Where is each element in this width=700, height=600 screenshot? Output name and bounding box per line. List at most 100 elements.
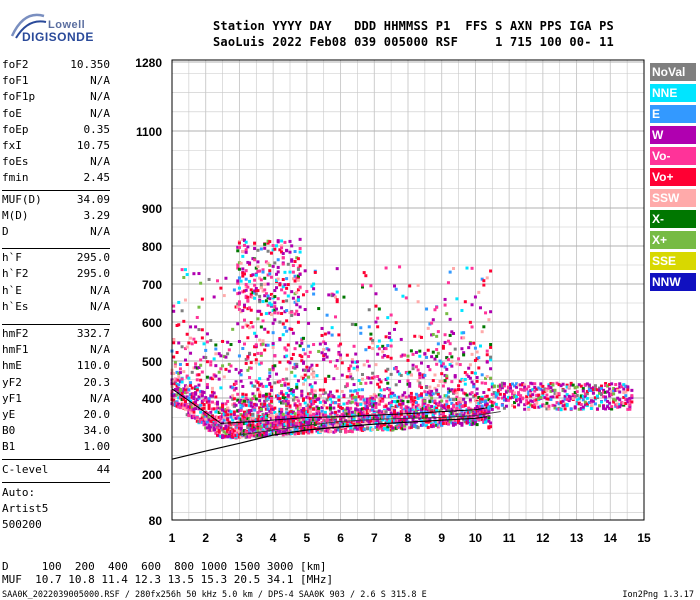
echo-point xyxy=(489,421,493,425)
echo-point xyxy=(350,410,354,414)
echo-point xyxy=(266,261,270,265)
echo-point xyxy=(362,413,366,417)
echo-point xyxy=(496,388,500,392)
echo-point xyxy=(283,396,287,400)
echo-point xyxy=(549,389,553,393)
echo-point xyxy=(266,414,270,418)
echo-point xyxy=(345,401,349,405)
echo-point xyxy=(210,407,214,411)
echo-point xyxy=(452,403,456,407)
echo-point xyxy=(445,422,449,426)
echo-point xyxy=(413,399,417,403)
echo-point xyxy=(194,365,198,369)
echo-point xyxy=(327,348,331,352)
echo-point xyxy=(237,241,241,245)
echo-point xyxy=(259,425,263,429)
echo-point xyxy=(221,406,225,410)
echo-point xyxy=(529,403,533,407)
echo-point xyxy=(433,405,437,409)
echo-point xyxy=(332,430,336,434)
echo-point xyxy=(280,411,284,415)
echo-point xyxy=(553,406,557,410)
echo-point xyxy=(310,400,314,404)
echo-point xyxy=(307,354,311,358)
echo-point xyxy=(475,379,479,383)
echo-point xyxy=(178,394,182,398)
echo-point xyxy=(535,398,539,402)
echo-point xyxy=(334,424,338,428)
echo-point xyxy=(173,393,177,397)
echo-point xyxy=(401,353,405,357)
echo-point xyxy=(425,405,429,409)
param-row: hmE 110.0 xyxy=(2,359,110,375)
echo-point xyxy=(458,403,462,407)
param-label: D xyxy=(2,225,9,238)
echo-point xyxy=(602,406,606,410)
echo-point xyxy=(251,418,255,422)
echo-point xyxy=(325,347,329,351)
echo-point xyxy=(425,420,429,424)
echo-point xyxy=(446,408,450,412)
echo-point xyxy=(463,401,467,405)
echo-point xyxy=(315,398,319,402)
echo-point xyxy=(300,412,304,416)
echo-point xyxy=(403,427,407,431)
echo-point xyxy=(258,399,262,403)
echo-point xyxy=(300,338,304,342)
echo-point xyxy=(463,392,467,396)
echo-point xyxy=(465,266,469,270)
echo-point xyxy=(480,397,484,401)
echo-point xyxy=(381,424,385,428)
echo-point xyxy=(318,400,322,404)
echo-point xyxy=(393,393,397,397)
echo-point xyxy=(533,403,537,407)
echo-point xyxy=(283,430,287,434)
echo-point xyxy=(241,267,245,271)
echo-point xyxy=(242,412,246,416)
echo-point xyxy=(281,377,285,381)
echo-point xyxy=(216,433,220,437)
echo-point xyxy=(178,406,182,410)
echo-point xyxy=(551,389,555,393)
legend-item: X+ xyxy=(650,231,696,249)
echo-point xyxy=(367,414,371,418)
echo-point xyxy=(362,363,366,367)
echo-point xyxy=(283,428,287,432)
echo-point xyxy=(473,412,477,416)
echo-point xyxy=(369,426,373,430)
echo-point xyxy=(222,294,226,298)
echo-point xyxy=(369,395,373,399)
echo-point xyxy=(222,418,226,422)
param-value: 20.3 xyxy=(83,375,111,389)
echo-point xyxy=(241,404,245,408)
echo-point xyxy=(448,398,452,402)
echo-point xyxy=(585,402,589,406)
param-value: N/A xyxy=(90,155,110,169)
echo-point xyxy=(204,415,208,419)
echo-point xyxy=(443,340,447,344)
echo-point xyxy=(430,355,434,359)
echo-point xyxy=(409,423,413,427)
echo-point xyxy=(409,396,413,400)
echo-point xyxy=(281,427,285,431)
echo-point xyxy=(475,423,479,427)
echo-point xyxy=(276,380,280,384)
echo-point xyxy=(256,414,260,418)
echo-point xyxy=(401,294,405,298)
echo-point xyxy=(263,402,267,406)
echo-point xyxy=(374,394,378,398)
echo-point xyxy=(484,376,488,380)
echo-point xyxy=(178,389,182,393)
echo-point xyxy=(310,388,314,392)
echo-point xyxy=(453,389,457,393)
echo-point xyxy=(194,387,198,391)
echo-point xyxy=(231,327,235,331)
echo-point xyxy=(251,429,255,433)
echo-point xyxy=(271,345,275,349)
echo-point xyxy=(278,421,282,425)
echo-point xyxy=(463,382,467,386)
echo-point xyxy=(185,403,189,407)
echo-point xyxy=(475,396,479,400)
echo-point xyxy=(185,363,189,367)
echo-point xyxy=(307,425,311,429)
